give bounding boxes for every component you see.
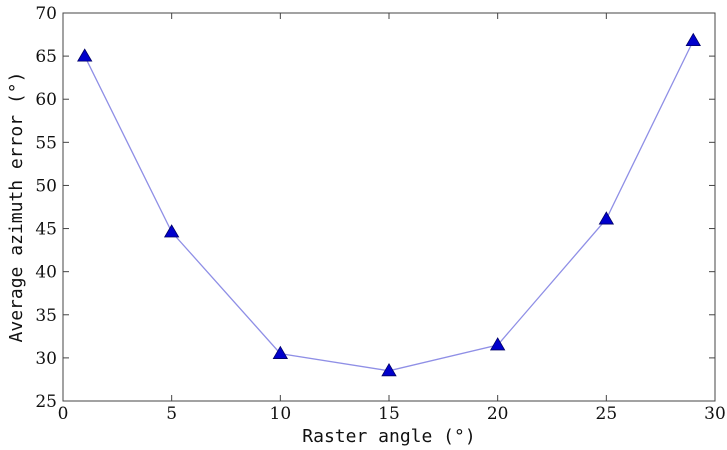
y-axis-ticks: 25 30 35 40 45 50 55 60 65 70: [35, 4, 715, 412]
plot-frame: [62, 12, 716, 402]
y-tick-label: 35: [35, 306, 57, 326]
y-tick-label: 70: [35, 4, 57, 24]
y-tick-label: 30: [35, 349, 57, 369]
y-tick-label: 45: [35, 220, 57, 240]
x-tick-label: 5: [166, 404, 177, 424]
y-axis-title: Average azimuth error (°): [6, 72, 27, 343]
x-tick-label: 15: [378, 404, 400, 424]
y-tick-label: 55: [35, 133, 57, 153]
x-tick-label: 20: [487, 404, 509, 424]
y-tick-label: 60: [35, 90, 57, 110]
data-point-triangle: [598, 211, 615, 225]
y-tick-label: 40: [35, 263, 57, 283]
data-point-triangle: [77, 48, 93, 62]
x-axis-title: Raster angle (°): [302, 426, 475, 447]
x-tick-label: 30: [704, 404, 726, 424]
x-axis-ticks: 0 5 10 15 20 25 30: [58, 13, 726, 424]
y-tick-label: 65: [35, 47, 57, 67]
data-point-triangle: [685, 32, 701, 46]
data-point-triangle: [163, 224, 180, 238]
x-tick-label: 0: [58, 404, 69, 424]
data-point-triangle: [489, 337, 506, 351]
x-tick-label: 10: [270, 404, 292, 424]
series-line: [84, 40, 694, 372]
y-tick-label: 25: [35, 392, 57, 412]
x-tick-label: 25: [596, 404, 618, 424]
data-point-triangle: [272, 345, 289, 359]
y-tick-label: 50: [35, 176, 57, 196]
series-layer: [77, 32, 701, 377]
data-point-triangle: [381, 363, 397, 377]
